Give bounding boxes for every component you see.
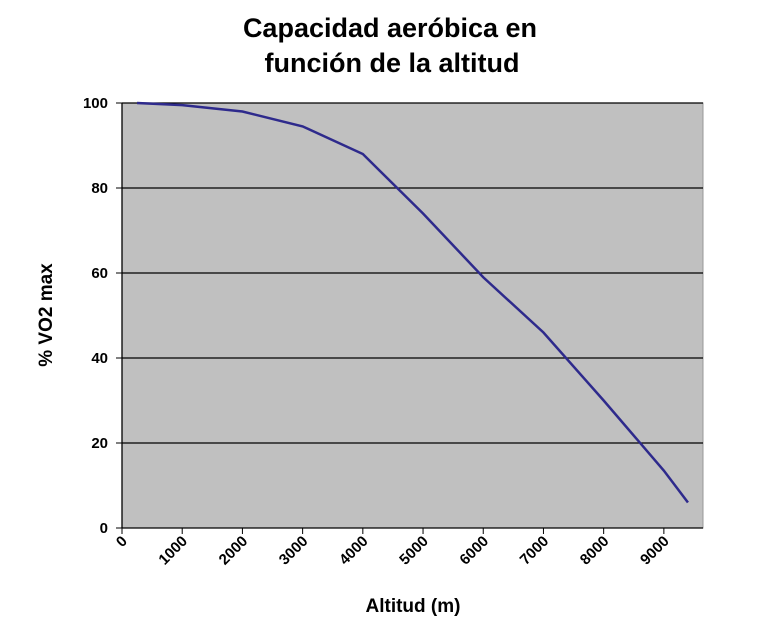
chart-title: Capacidad aeróbica en [243, 13, 537, 43]
x-tick-label: 5000 [396, 533, 432, 569]
x-tick-label: 3000 [276, 533, 312, 569]
x-tick-label: 2000 [216, 533, 252, 569]
y-tick-label: 20 [91, 435, 108, 452]
x-tick-label: 4000 [336, 533, 372, 569]
x-tick-label: 8000 [577, 533, 613, 569]
x-tick-label: 1000 [155, 533, 191, 569]
y-tick-label: 0 [100, 520, 108, 537]
data-line [136, 101, 689, 504]
chart-title: función de la altitud [265, 48, 520, 78]
y-tick-label: 80 [91, 180, 108, 197]
y-tick-label: 100 [83, 95, 108, 112]
x-tick-label: 7000 [517, 533, 553, 569]
x-tick-label: 6000 [456, 533, 492, 569]
x-tick-label: 9000 [637, 533, 673, 569]
x-axis-label: Altitud (m) [366, 596, 461, 617]
x-tick-label: 0 [113, 533, 131, 551]
plot-area [121, 102, 704, 529]
y-tick-label: 40 [91, 350, 108, 367]
y-tick-label: 60 [91, 265, 108, 282]
y-axis-label: % VO2 max [36, 263, 57, 367]
